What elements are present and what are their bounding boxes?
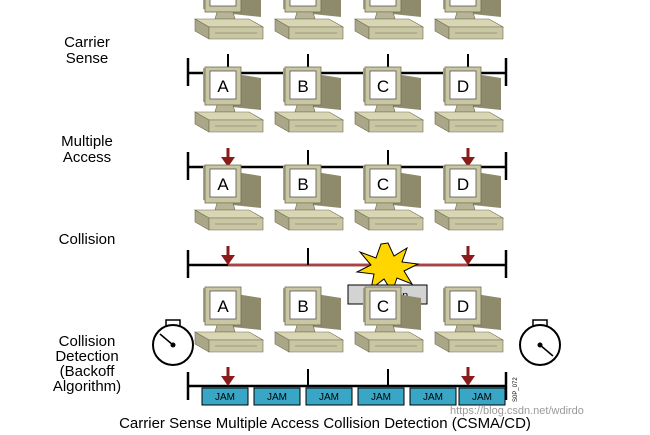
transmit-arrow-a <box>221 376 235 386</box>
computer-letter: C <box>377 297 389 316</box>
jam-box <box>409 387 457 406</box>
computer-d: D <box>434 286 504 353</box>
row-label-multiple-access: Multiple Access <box>61 133 113 166</box>
jam-signals: JAM JAM JAM JAM JAM JAM <box>201 387 506 406</box>
computer-d: D <box>434 164 504 231</box>
computer-c: C <box>354 164 424 231</box>
jam-box <box>357 387 405 406</box>
computer-c: C <box>354 286 424 353</box>
jam-label: JAM <box>423 392 443 403</box>
computer-d: D <box>434 66 504 133</box>
computer-letter: A <box>217 175 229 194</box>
row-label-collision-detection: Collision Detection (Backoff Algorithm) <box>53 333 121 395</box>
computer-letter: A <box>217 77 229 96</box>
computer-b: B <box>274 66 344 133</box>
bus-collision-detection <box>186 367 508 400</box>
computer-c: C <box>354 66 424 133</box>
computer-b: B <box>274 286 344 353</box>
computer-a: A <box>194 286 264 353</box>
row-label-line: Algorithm) <box>53 378 121 395</box>
computer-a: A <box>194 164 264 231</box>
row-label-line: (Backoff <box>60 363 116 380</box>
computer-b: B <box>274 164 344 231</box>
jam-box <box>253 387 301 406</box>
transmit-arrow-d <box>461 157 475 167</box>
computer-c: C <box>354 0 424 40</box>
row-label-line: Collision <box>59 231 116 248</box>
transmit-arrow-d <box>461 376 475 386</box>
row-label-line: Collision <box>59 333 116 350</box>
diagram-caption: Carrier Sense Multiple Access Collision … <box>119 415 531 432</box>
computer-a: A <box>194 66 264 133</box>
computer-letter: C <box>377 77 389 96</box>
transmit-arrow-a <box>221 157 235 167</box>
row-label-line: Multiple <box>61 133 113 150</box>
computer-letter: A <box>217 297 229 316</box>
side-code: S0P_072 <box>513 377 519 402</box>
row-label-carrier-sense: Carrier Sense <box>64 34 110 67</box>
computer-letter: D <box>457 77 469 96</box>
stopwatch-right-icon <box>519 319 561 366</box>
computer-letter: D <box>457 0 469 3</box>
watermark: https://blog.csdn.net/wdirdo <box>450 405 584 417</box>
jam-label: JAM <box>319 392 339 403</box>
computer-letter: C <box>377 0 389 3</box>
computer-d: D <box>434 0 504 40</box>
row-label-line: Detection <box>55 348 118 365</box>
stopwatch-left-icon <box>152 319 194 366</box>
jam-label: JAM <box>472 392 492 403</box>
computer-letter: D <box>457 297 469 316</box>
row-label-line: Access <box>63 149 111 166</box>
jam-box <box>201 387 249 406</box>
jam-label: JAM <box>267 392 287 403</box>
computer-letter: D <box>457 175 469 194</box>
computer-letter: B <box>297 77 308 96</box>
row-label-collision: Collision <box>59 231 116 248</box>
computer-b: B <box>274 0 344 40</box>
computer-letter: B <box>297 0 308 3</box>
computer-letter: B <box>297 175 308 194</box>
row-label-line: Sense <box>66 50 109 67</box>
computer-letter: A <box>217 0 229 3</box>
computer-letter: B <box>297 297 308 316</box>
jam-box <box>305 387 353 406</box>
transmit-arrow-d <box>461 255 475 265</box>
jam-label: JAM <box>371 392 391 403</box>
jam-label: JAM <box>215 392 235 403</box>
transmit-arrow-a <box>221 255 235 265</box>
row-label-line: Carrier <box>64 34 110 51</box>
computer-a: A <box>194 0 264 40</box>
computer-letter: C <box>377 175 389 194</box>
jam-box <box>458 387 506 406</box>
